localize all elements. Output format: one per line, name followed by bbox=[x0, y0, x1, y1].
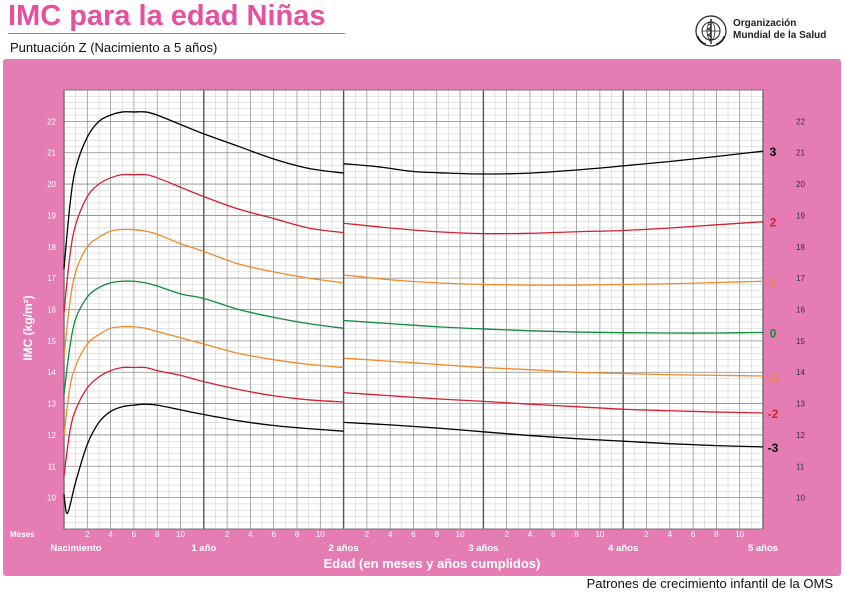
series-end-label: 2 bbox=[770, 216, 777, 230]
x-tick-label-month: 10 bbox=[735, 530, 744, 539]
series-line-z-1 bbox=[63, 325, 344, 436]
x-axis-label: Edad (en meses y años cumplidos) bbox=[324, 556, 541, 571]
y-tick-label-left: 10 bbox=[47, 494, 56, 503]
y-tick-label-right: 16 bbox=[796, 306, 805, 315]
x-tick-label-month: 2 bbox=[365, 530, 370, 539]
series-line-z0 bbox=[343, 319, 764, 334]
series-line-z1 bbox=[63, 228, 344, 357]
y-tick-label-right: 18 bbox=[796, 243, 805, 252]
y-tick-label-left: 19 bbox=[47, 211, 56, 220]
x-tick-label-year: Nacimiento bbox=[50, 543, 101, 554]
y-tick-label-right: 11 bbox=[796, 462, 805, 471]
y-tick-label-left: 16 bbox=[47, 306, 56, 315]
footer-caption: Patrones de crecimiento infantil de la O… bbox=[586, 576, 833, 591]
series-line-z3 bbox=[343, 150, 764, 175]
y-axis-label: IMC (kg/m²) bbox=[21, 295, 35, 360]
y-tick-label-right: 20 bbox=[796, 180, 805, 189]
x-tick-label-month: 6 bbox=[691, 530, 696, 539]
y-tick-label-left: 18 bbox=[47, 243, 56, 252]
x-tick-label-month: 2 bbox=[225, 530, 230, 539]
x-tick-label-month: 8 bbox=[714, 530, 719, 539]
x-tick-label-year: 1 año bbox=[191, 543, 216, 554]
x-tick-label-month: 10 bbox=[316, 530, 325, 539]
series-line-z-1 bbox=[343, 357, 764, 377]
series-line-z-2 bbox=[343, 391, 764, 414]
x-tick-label-month: 6 bbox=[132, 530, 137, 539]
x-tick-label-month: 4 bbox=[528, 530, 533, 539]
org-name-line1: Organización bbox=[733, 18, 797, 29]
y-tick-label-right: 19 bbox=[796, 211, 805, 220]
y-tick-label-left: 11 bbox=[48, 462, 57, 471]
x-tick-label-year: 5 años bbox=[748, 543, 778, 554]
series-line-z3 bbox=[63, 111, 344, 269]
x-tick-label-month: 6 bbox=[551, 530, 556, 539]
y-tick-label-right: 12 bbox=[796, 431, 805, 440]
series-end-label: -1 bbox=[768, 370, 779, 384]
series-line-z0 bbox=[63, 280, 344, 395]
y-tick-label-right: 22 bbox=[796, 117, 805, 126]
series-end-label: 3 bbox=[770, 145, 777, 159]
y-tick-label-right: 15 bbox=[796, 337, 805, 346]
series-line-z1 bbox=[343, 274, 764, 286]
y-tick-label-left: 13 bbox=[47, 400, 56, 409]
x-tick-label-month: 10 bbox=[176, 530, 185, 539]
y-tick-label-left: 12 bbox=[47, 431, 56, 440]
x-tick-label-month: 6 bbox=[411, 530, 416, 539]
x-tick-label-month: 8 bbox=[155, 530, 160, 539]
page-subtitle: Puntuación Z (Nacimiento a 5 años) bbox=[10, 40, 218, 55]
y-tick-label-right: 21 bbox=[796, 149, 805, 158]
x-tick-label-month: 10 bbox=[595, 530, 604, 539]
series-lines bbox=[63, 111, 764, 514]
org-name-line2: Mundial de la Salud bbox=[733, 30, 827, 41]
x-tick-label-month: 6 bbox=[271, 530, 276, 539]
x-tick-label-month: 2 bbox=[85, 530, 90, 539]
x-tick-label-month: 8 bbox=[574, 530, 579, 539]
x-tick-label-month: 2 bbox=[504, 530, 509, 539]
x-tick-label-month: 4 bbox=[388, 530, 393, 539]
page-title: IMC para la edad Niñas bbox=[8, 0, 326, 32]
title-underline bbox=[8, 33, 345, 34]
x-tick-label-month: 10 bbox=[456, 530, 465, 539]
series-end-label: 0 bbox=[770, 326, 777, 340]
y-tick-label-right: 13 bbox=[796, 400, 805, 409]
x-tick-label-month: 4 bbox=[248, 530, 253, 539]
y-tick-label-left: 21 bbox=[47, 149, 56, 158]
who-logo: Organización Mundial de la Salud bbox=[694, 14, 834, 48]
y-tick-label-left: 17 bbox=[47, 274, 56, 283]
series-line-z2 bbox=[63, 173, 344, 313]
series-end-label: 1 bbox=[770, 275, 777, 289]
x-tick-label-month: 8 bbox=[435, 530, 440, 539]
y-tick-label-right: 17 bbox=[796, 274, 805, 283]
y-tick-label-left: 15 bbox=[47, 337, 56, 346]
x-tick-label-month: 4 bbox=[668, 530, 673, 539]
y-tick-label-left: 20 bbox=[47, 180, 56, 189]
y-tick-label-right: 10 bbox=[796, 494, 805, 503]
x-tick-label-year: 4 años bbox=[608, 543, 638, 554]
y-tick-label-left: 22 bbox=[47, 117, 56, 126]
series-line-z-3 bbox=[343, 421, 764, 448]
y-tick-label-left: 14 bbox=[47, 368, 56, 377]
series-line-z-3 bbox=[63, 403, 344, 514]
x-tick-label-month: 8 bbox=[295, 530, 300, 539]
x-tick-label-year: 3 años bbox=[468, 543, 498, 554]
x-unit-label: Meses bbox=[10, 530, 35, 539]
series-line-z-2 bbox=[63, 366, 344, 476]
x-tick-label-month: 4 bbox=[108, 530, 113, 539]
series-end-label: -2 bbox=[768, 407, 779, 421]
series-line-z2 bbox=[343, 221, 764, 235]
x-tick-label-month: 2 bbox=[644, 530, 649, 539]
x-tick-label-year: 2 años bbox=[329, 543, 359, 554]
who-emblem-icon bbox=[695, 15, 727, 47]
grid bbox=[63, 89, 764, 530]
series-end-label: -3 bbox=[768, 441, 779, 455]
y-tick-label-right: 14 bbox=[796, 368, 805, 377]
